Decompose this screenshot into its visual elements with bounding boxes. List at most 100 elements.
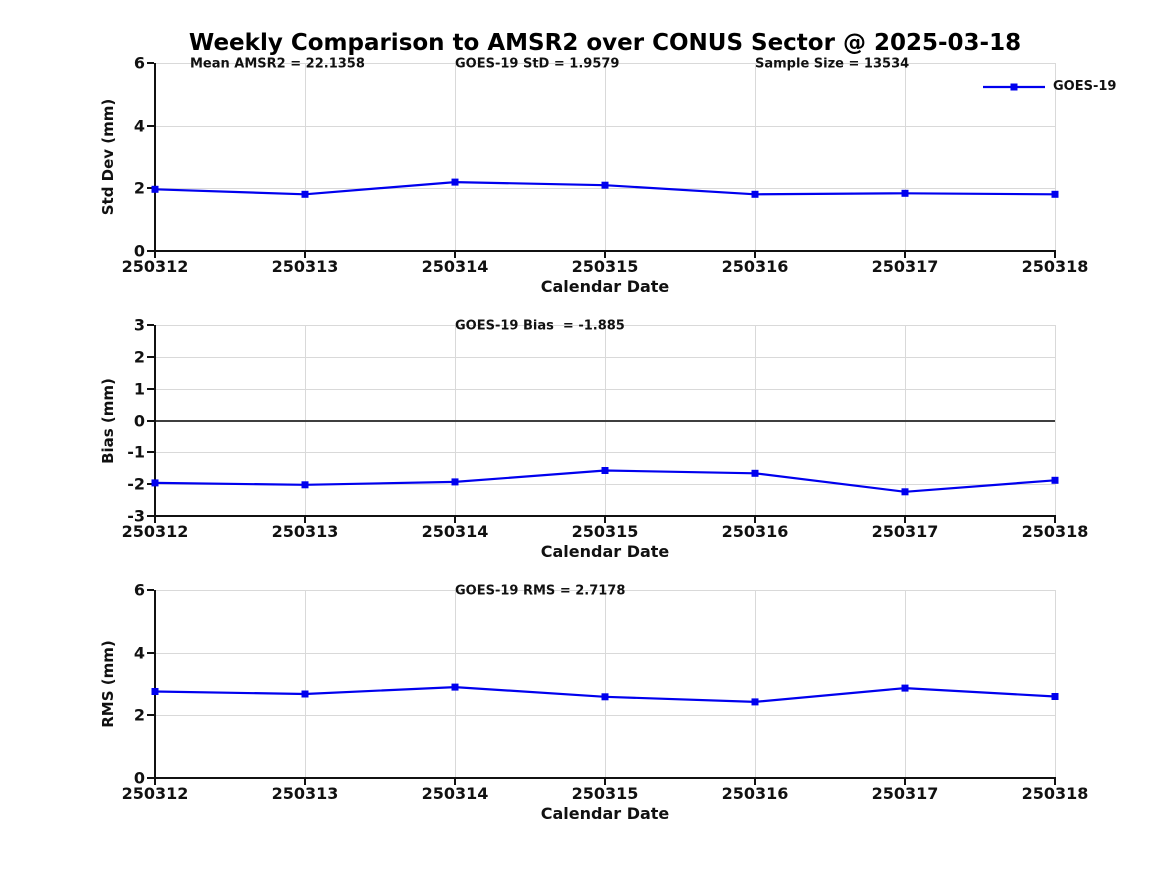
v-gridline xyxy=(305,590,306,778)
v-gridline xyxy=(1055,63,1056,251)
data-marker xyxy=(901,488,909,496)
y-tick-label: 2 xyxy=(133,347,145,367)
y-tick-label: 3 xyxy=(133,315,145,335)
data-marker xyxy=(601,467,609,474)
x-tick-mark xyxy=(154,516,156,523)
y-tick-label: 6 xyxy=(133,53,145,73)
y-tick-label: 2 xyxy=(133,705,145,725)
x-tick-label: 250316 xyxy=(721,784,789,803)
y-axis-label: Std Dev (mm) xyxy=(99,98,117,216)
x-tick-label: 250313 xyxy=(271,784,339,803)
x-tick-mark xyxy=(754,516,756,523)
x-tick-mark xyxy=(904,516,906,523)
y-tick-mark xyxy=(147,124,154,127)
v-gridline xyxy=(605,63,606,251)
x-tick-mark xyxy=(1054,251,1056,258)
x-tick-mark xyxy=(904,778,906,785)
x-tick-label: 250315 xyxy=(571,257,639,276)
data-marker xyxy=(1051,693,1059,700)
zero-reference-line xyxy=(155,419,1055,422)
y-tick-label: 0 xyxy=(133,241,145,261)
y-tick-mark xyxy=(147,589,154,591)
y-tick-label: 0 xyxy=(133,768,145,788)
y-tick-mark xyxy=(147,250,154,252)
x-tick-label: 250315 xyxy=(571,522,639,541)
y-tick-mark xyxy=(147,777,154,779)
x-axis-label: Calendar Date xyxy=(540,277,670,296)
data-marker xyxy=(751,190,759,198)
plot-rms: 0 2 4 6 250312 250313 250314 250315 250316 250317… xyxy=(99,581,1088,824)
plot-annotation: Sample Size = 13534 xyxy=(755,56,910,72)
x-tick-label: 250314 xyxy=(421,257,489,276)
y-tick-label: -2 xyxy=(127,474,145,494)
legend-line-sample xyxy=(983,83,1045,90)
y-tick-mark xyxy=(147,651,154,654)
x-tick-label: 250312 xyxy=(121,257,189,276)
y-tick-mark xyxy=(147,62,154,64)
y-tick-mark xyxy=(147,387,154,390)
data-marker xyxy=(601,181,609,189)
y-tick-label: 6 xyxy=(133,580,145,600)
data-marker xyxy=(301,690,309,698)
x-tick-mark xyxy=(154,778,156,785)
data-marker xyxy=(751,698,759,706)
x-tick-mark xyxy=(304,778,306,785)
x-tick-mark xyxy=(604,251,606,258)
x-tick-label: 250312 xyxy=(121,784,189,803)
x-tick-label: 250313 xyxy=(271,522,339,541)
x-tick-label: 250317 xyxy=(871,522,939,541)
v-gridline xyxy=(1055,325,1056,516)
x-tick-mark xyxy=(454,516,456,523)
data-marker xyxy=(151,185,159,193)
x-tick-label: 250314 xyxy=(421,784,489,803)
y-axis-spine xyxy=(154,63,156,251)
plot-annotation: Mean AMSR2 = 22.1358 xyxy=(190,56,365,72)
y-tick-mark xyxy=(147,483,154,486)
y-tick-mark xyxy=(147,515,154,517)
x-tick-label: 250314 xyxy=(421,522,489,541)
plot-annotation: GOES-19 RMS = 2.7178 xyxy=(455,583,626,599)
y-tick-mark xyxy=(147,451,154,454)
data-marker xyxy=(151,479,159,487)
v-gridline xyxy=(755,590,756,778)
x-tick-mark xyxy=(754,251,756,258)
x-tick-mark xyxy=(454,778,456,785)
plot-annotation: GOES-19 Bias = -1.885 xyxy=(455,318,625,334)
v-gridline xyxy=(1055,590,1056,778)
data-marker xyxy=(1051,190,1059,198)
data-marker xyxy=(751,469,759,477)
data-marker xyxy=(1051,476,1059,484)
x-tick-label: 250315 xyxy=(571,784,639,803)
y-tick-mark xyxy=(147,324,154,326)
y-tick-label: 4 xyxy=(133,643,145,663)
x-tick-mark xyxy=(304,251,306,258)
v-gridline xyxy=(755,63,756,251)
v-gridline xyxy=(605,590,606,778)
x-tick-label: 250318 xyxy=(1021,784,1089,803)
plot-std-dev: 0 2 4 6 250312 250313 250314 250315 250316 250317… xyxy=(99,54,1116,297)
x-tick-mark xyxy=(154,251,156,258)
x-tick-mark xyxy=(454,251,456,258)
data-marker xyxy=(451,478,459,486)
v-gridline xyxy=(905,590,906,778)
data-marker xyxy=(451,178,459,186)
y-tick-mark xyxy=(147,355,154,358)
data-marker xyxy=(901,189,909,197)
x-tick-mark xyxy=(604,516,606,523)
data-marker xyxy=(151,688,159,695)
y-tick-mark xyxy=(147,714,154,717)
data-marker xyxy=(601,693,609,701)
y-axis-spine xyxy=(154,590,156,778)
chart-title: Weekly Comparison to AMSR2 over CONUS Se… xyxy=(188,30,1022,56)
x-axis-label: Calendar Date xyxy=(540,542,670,561)
x-tick-mark xyxy=(304,516,306,523)
x-tick-label: 250317 xyxy=(871,257,939,276)
v-gridline xyxy=(455,63,456,251)
x-tick-mark xyxy=(1054,516,1056,523)
y-tick-label: 4 xyxy=(133,116,145,136)
y-axis-label: Bias (mm) xyxy=(99,377,117,464)
x-tick-label: 250318 xyxy=(1021,257,1089,276)
series-goes-19 xyxy=(151,683,1059,706)
x-tick-mark xyxy=(754,778,756,785)
data-marker xyxy=(901,684,909,692)
